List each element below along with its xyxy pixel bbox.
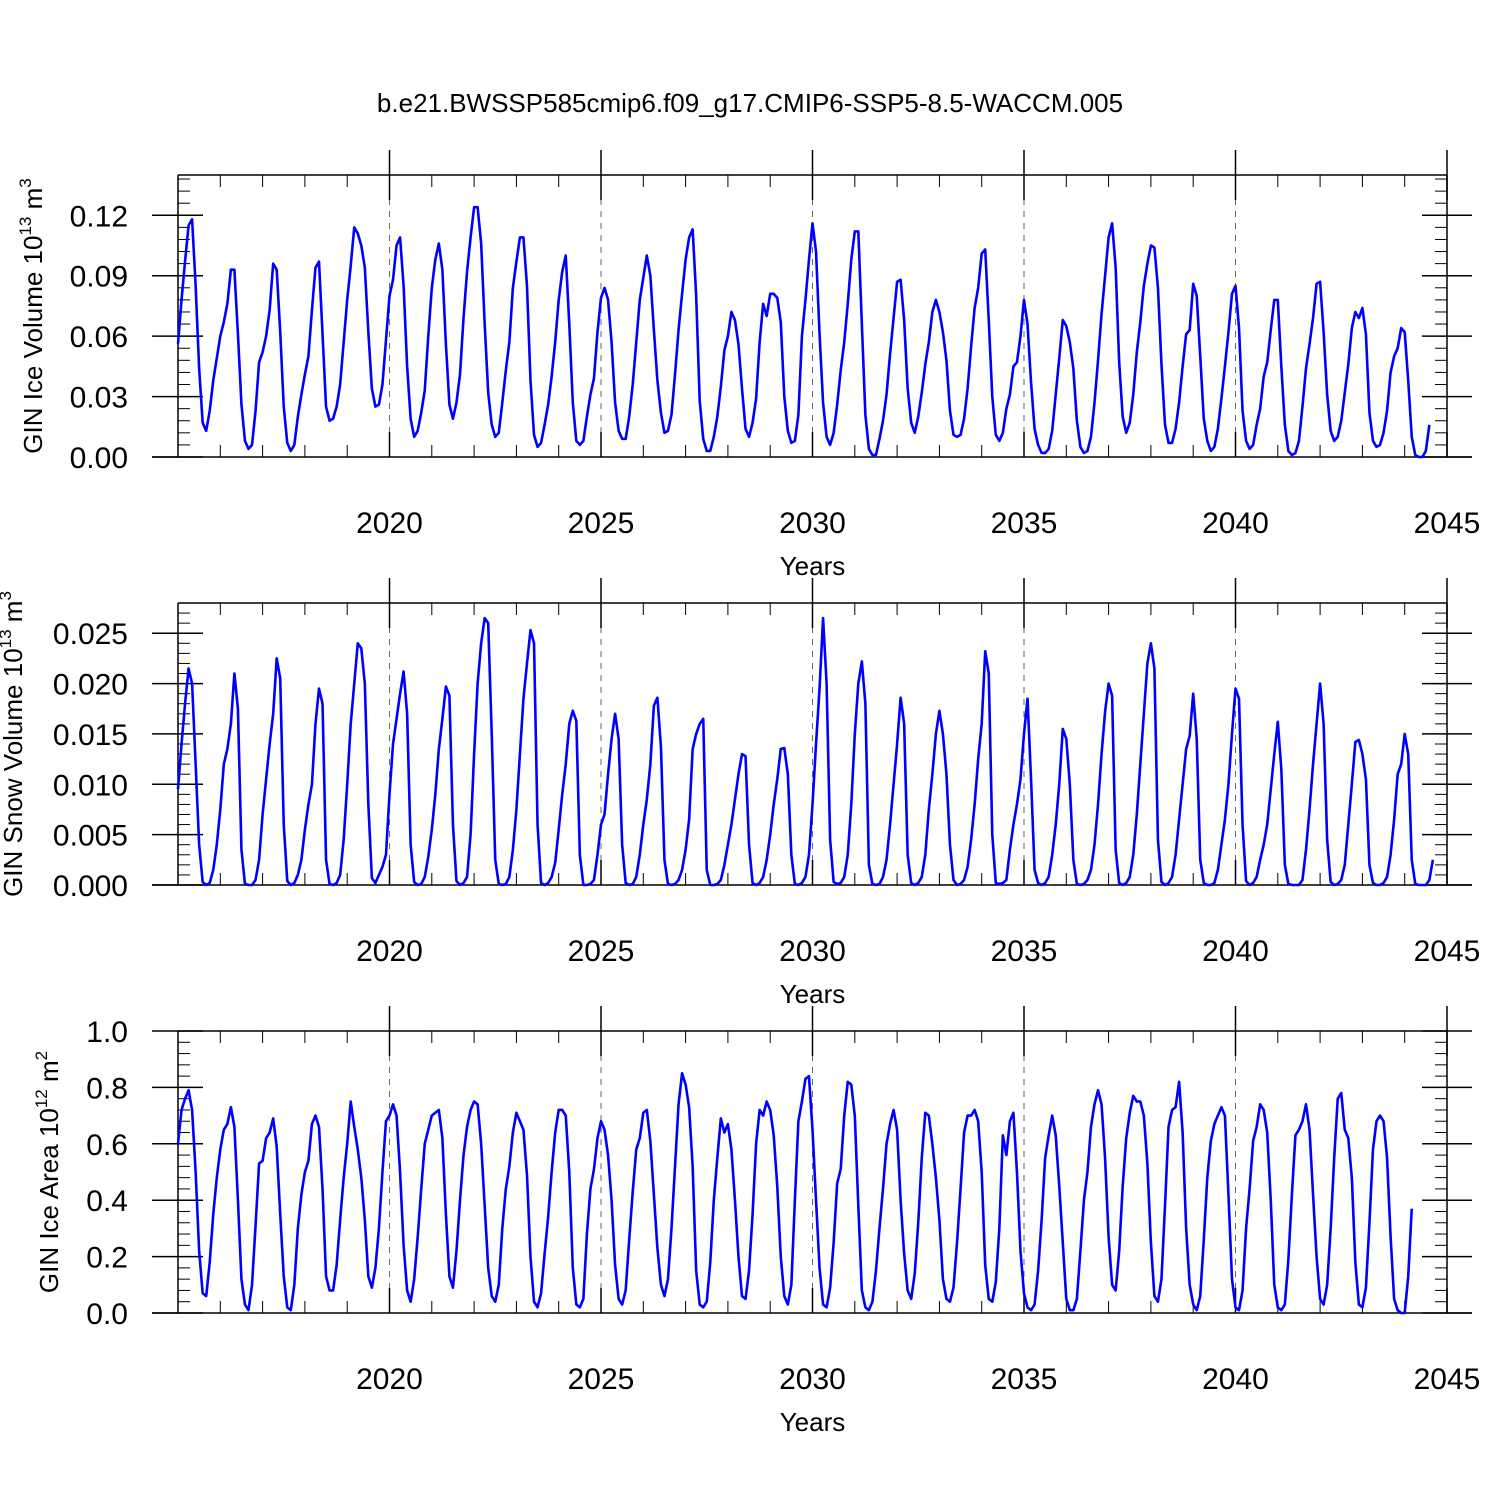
y-axis-title-part: m — [0, 601, 28, 630]
y-tick-label: 0.8 — [86, 1072, 128, 1105]
series-line — [176, 1072, 1414, 1315]
y-tick-label: 0.03 — [70, 382, 128, 415]
x-axis-title: Years — [780, 979, 846, 1009]
x-tick-label: 2035 — [991, 507, 1058, 540]
y-tick-label: 0.015 — [53, 719, 128, 752]
y-tick-label: 1.0 — [86, 1016, 128, 1049]
x-tick-label: 2045 — [1414, 507, 1481, 540]
y-axis-title-part: m — [34, 1060, 64, 1089]
y-tick-label: 0.020 — [53, 669, 128, 702]
series-line — [176, 616, 1435, 887]
page-title: b.e21.BWSSP585cmip6.f09_g17.CMIP6-SSP5-8… — [377, 88, 1123, 118]
y-axis-title-part: 12 — [32, 1089, 51, 1108]
y-axis-title-part: 2 — [32, 1051, 51, 1060]
y-tick-label: 0.0 — [86, 1298, 128, 1331]
y-axis-title: GIN Snow Volume 1013 m3 — [0, 591, 28, 897]
y-tick-label: 0.00 — [70, 442, 128, 475]
y-axis-title: GIN Ice Volume 1013 m3 — [16, 178, 48, 454]
chart-panel-1: 0.00 0.03 0.06 0.09 0.12 2020 2025 2030 2035 2040… — [16, 150, 1480, 581]
y-tick-label: 0.000 — [53, 870, 128, 903]
x-tick-label: 2045 — [1414, 1363, 1481, 1396]
y-tick-label: 0.010 — [53, 769, 128, 802]
x-tick-label: 2035 — [991, 1363, 1058, 1396]
series-line — [176, 205, 1431, 459]
x-tick-label: 2030 — [779, 935, 846, 968]
x-tick-label: 2020 — [356, 507, 423, 540]
y-tick-label: 0.6 — [86, 1129, 128, 1162]
x-tick-label: 2025 — [568, 1363, 635, 1396]
y-axis-title-part: 13 — [16, 217, 35, 236]
chart-panel-2: 0.000 0.005 0.010 0.015 0.020 0.025 2020 2025 20… — [0, 578, 1480, 1009]
x-tick-label: 2030 — [779, 507, 846, 540]
x-tick-label: 2025 — [568, 507, 635, 540]
x-axis-title: Years — [780, 551, 846, 581]
x-tick-label: 2025 — [568, 935, 635, 968]
x-tick-label: 2035 — [991, 935, 1058, 968]
y-tick-label: 0.005 — [53, 820, 128, 853]
y-axis-title-part: GIN Snow Volume 10 — [0, 648, 28, 897]
x-tick-label: 2040 — [1202, 1363, 1269, 1396]
x-axis-title: Years — [780, 1407, 846, 1437]
x-tick-label: 2040 — [1202, 507, 1269, 540]
y-tick-label: 0.2 — [86, 1242, 128, 1275]
y-axis-title-part: 3 — [0, 591, 15, 600]
x-tick-label: 2030 — [779, 1363, 846, 1396]
y-axis-title-part: m — [18, 188, 48, 217]
chart-panel-3: 0.0 0.2 0.4 0.6 0.8 1.0 2020 2025 2030 2035 2040 20… — [32, 1006, 1480, 1437]
y-tick-label: 0.4 — [86, 1185, 128, 1218]
y-tick-label: 0.12 — [70, 200, 128, 233]
x-tick-label: 2020 — [356, 935, 423, 968]
x-tick-label: 2045 — [1414, 935, 1481, 968]
y-axis-title-part: GIN Ice Area 10 — [34, 1108, 64, 1293]
y-axis-title-part: 3 — [16, 178, 35, 187]
y-tick-label: 0.06 — [70, 321, 128, 354]
y-axis-title-part: GIN Ice Volume 10 — [18, 236, 48, 454]
x-tick-label: 2020 — [356, 1363, 423, 1396]
y-tick-label: 0.025 — [53, 618, 128, 651]
y-axis-title: GIN Ice Area 1012 m2 — [32, 1051, 64, 1293]
x-tick-label: 2040 — [1202, 935, 1269, 968]
y-axis-title-part: 13 — [0, 629, 15, 648]
y-tick-label: 0.09 — [70, 261, 128, 294]
